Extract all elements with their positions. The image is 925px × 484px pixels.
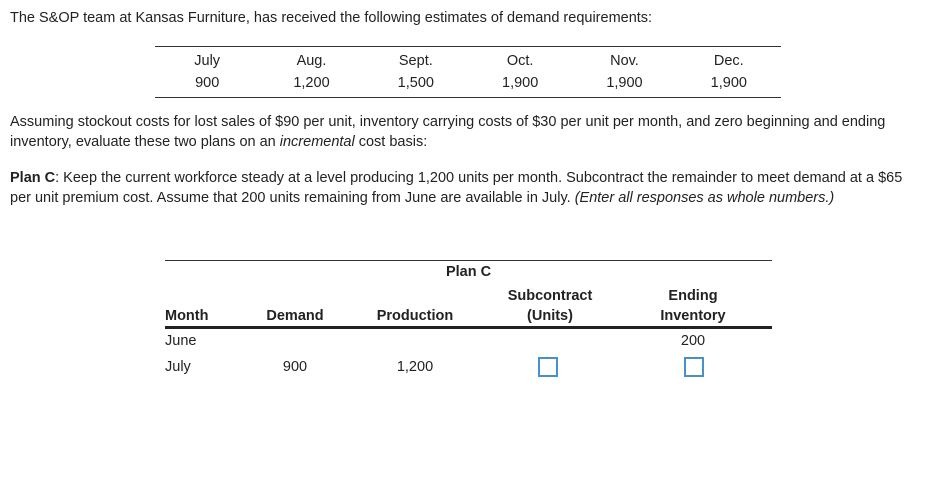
month-aug: Aug. [296, 53, 327, 69]
row-june-month: June [165, 333, 197, 349]
plan-c-label: Plan C [10, 170, 56, 186]
table-title: Plan C [445, 264, 492, 280]
demand-july: 900 [195, 75, 220, 91]
month-july: July [194, 53, 221, 69]
header-subcontract: Subcontract (Units) [485, 286, 615, 326]
row-july-demand: 900 [282, 359, 308, 375]
header-demand: Demand [266, 308, 324, 324]
demand-month-row: July Aug. Sept. Oct. Nov. Dec. [155, 50, 781, 72]
month-dec: Dec. [713, 53, 744, 69]
plan-c-text: Plan C: Keep the current workforce stead… [10, 168, 915, 208]
row-july-production: 1,200 [396, 359, 434, 375]
assumption-after: cost basis: [354, 134, 428, 150]
demand-oct: 1,900 [502, 75, 539, 91]
header-rule [165, 326, 772, 329]
assumption-text: Assuming stockout costs for lost sales o… [10, 112, 915, 152]
july-ending-inventory-input[interactable] [684, 357, 704, 377]
july-subcontract-input[interactable] [538, 357, 558, 377]
header-subcontract-line1: Subcontract [507, 288, 593, 304]
header-month: Month [165, 308, 209, 324]
month-sept: Sept. [398, 53, 433, 69]
demand-nov: 1,900 [606, 75, 643, 91]
assumption-before: Assuming stockout costs for lost sales o… [10, 114, 886, 150]
row-june-ending-inventory: 200 [680, 333, 706, 349]
demand-table: July Aug. Sept. Oct. Nov. Dec. 900 1,200… [155, 46, 781, 98]
intro-text: The S&OP team at Kansas Furniture, has r… [10, 10, 653, 26]
month-nov: Nov. [610, 53, 639, 69]
demand-value-row: 900 1,200 1,500 1,900 1,900 1,900 [155, 72, 781, 94]
header-ending-line2: Inventory [660, 308, 726, 324]
header-production: Production [376, 308, 454, 324]
assumption-italic: incremental [279, 134, 355, 150]
demand-dec: 1,900 [710, 75, 747, 91]
plan-c-note: (Enter all responses as whole numbers.) [574, 190, 835, 206]
month-oct: Oct. [506, 53, 534, 69]
row-july-month: July [165, 359, 191, 375]
demand-aug: 1,200 [293, 75, 330, 91]
header-ending-line1: Ending [668, 288, 718, 304]
plan-c-description: : Keep the current workforce steady at a… [10, 170, 903, 206]
header-subcontract-line2: (Units) [527, 308, 573, 324]
demand-sept: 1,500 [397, 75, 434, 91]
table-top-rule [165, 260, 772, 261]
header-ending-inventory: Ending Inventory [633, 286, 753, 326]
